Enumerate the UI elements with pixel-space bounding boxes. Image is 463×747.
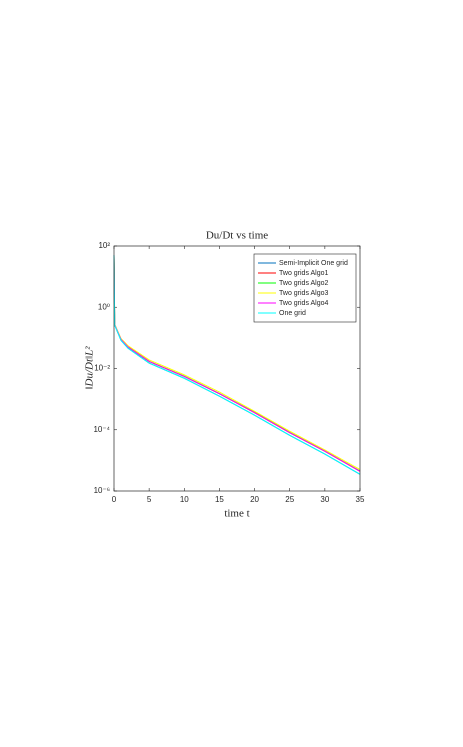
legend-label: Two grids Algo1	[279, 270, 329, 277]
x-tick-label: 5	[147, 495, 152, 504]
legend-label: Semi-Implicit One grid	[279, 260, 348, 267]
y-tick-label: 10²	[98, 241, 110, 250]
x-tick-label: 25	[285, 495, 294, 504]
x-tick-label: 20	[250, 495, 259, 504]
y-axis-label: ‖Du/Dt‖L²	[84, 346, 96, 390]
legend-label: Two grids Algo3	[279, 290, 329, 297]
axes-box	[113, 245, 361, 492]
legend-box	[253, 253, 357, 323]
x-tick-label: 30	[320, 495, 329, 504]
x-tick-label: 10	[180, 495, 189, 504]
y-tick-label: 10⁻⁴	[93, 425, 110, 434]
y-tick-label: 10⁰	[98, 302, 110, 311]
x-axis-label: time t	[224, 508, 249, 520]
x-tick-label: 35	[356, 495, 365, 504]
x-tick-label: 0	[112, 495, 117, 504]
series-line	[113, 255, 361, 475]
legend-label: One grid	[279, 310, 306, 317]
x-tick-label: 15	[215, 495, 224, 504]
chart-title: Du/Dt vs time	[206, 230, 268, 242]
y-tick-label: 10⁻²	[94, 364, 110, 373]
legend-label: Two grids Algo2	[279, 280, 329, 287]
y-tick-label: 10⁻⁶	[94, 486, 110, 495]
legend-label: Two grids Algo4	[279, 300, 329, 307]
